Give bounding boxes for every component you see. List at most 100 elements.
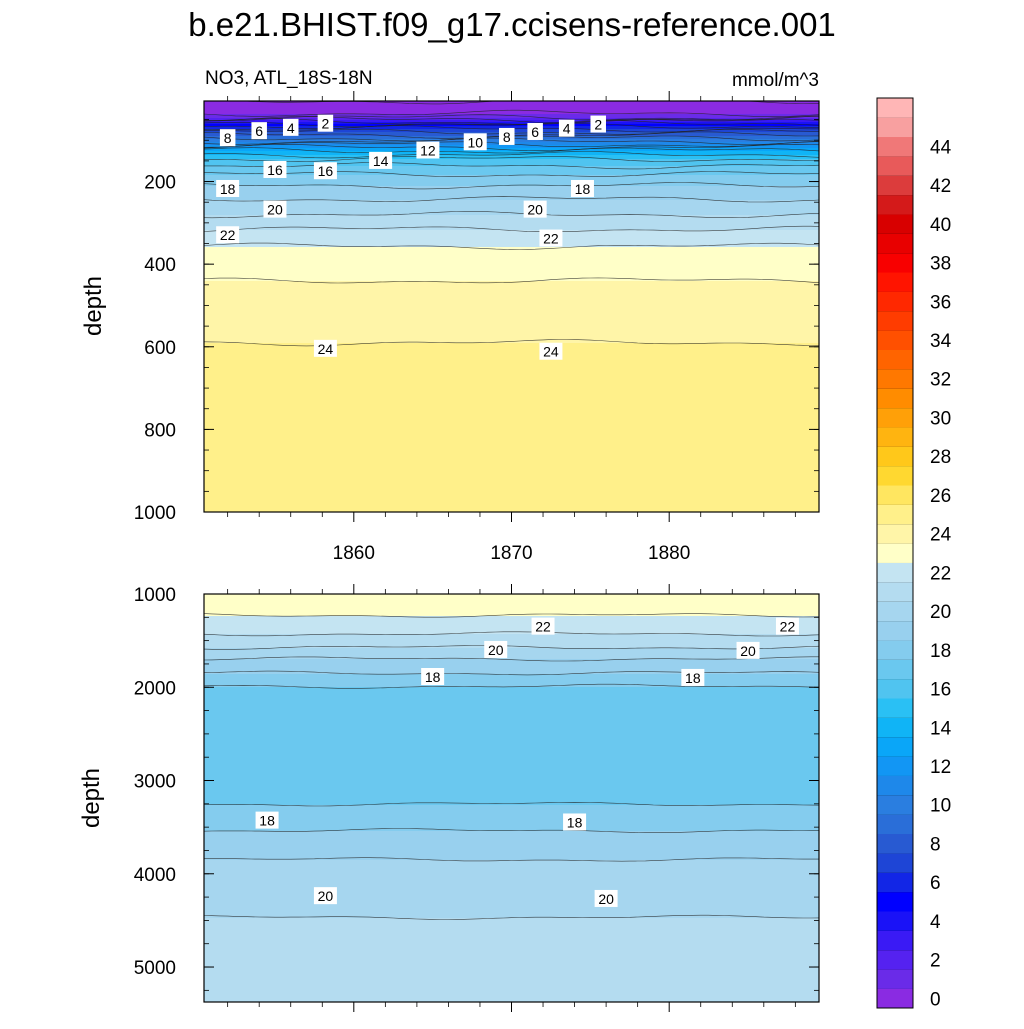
contour-fill-band [204, 857, 819, 859]
contour-fill-band [204, 732, 819, 734]
contour-fill-band [204, 309, 819, 311]
contour-fill-band [204, 461, 819, 463]
contour-fill-band [204, 633, 819, 635]
contour-fill-band [204, 271, 819, 273]
contour-fill-band [204, 409, 819, 411]
colorbar-cell [877, 175, 913, 196]
contour-fill-band [204, 735, 819, 737]
contour-fill-band [204, 117, 819, 119]
contour-fill-band [204, 681, 819, 683]
contour-fill-band [204, 890, 819, 892]
contour-fill-band [204, 501, 819, 503]
contour-label-text: 20 [318, 888, 334, 904]
contour-fill-band [204, 350, 819, 352]
contour-fill-band [204, 174, 819, 176]
contour-fill-band [204, 773, 819, 775]
contour-fill-band [204, 927, 819, 929]
contour-fill-band [204, 910, 819, 912]
contour-label: 20 [313, 887, 337, 905]
contour-fill-band [204, 912, 819, 914]
contour-fill-band [204, 684, 819, 686]
contour-fill-band [204, 221, 819, 223]
contour-fill-band [204, 610, 819, 612]
contour-label-box [539, 342, 563, 360]
colorbar-cell [877, 736, 913, 757]
contour-fill-band [204, 112, 819, 114]
contour-fill-band [204, 602, 819, 604]
contour-fill-band [204, 105, 819, 107]
contour-fill-band [204, 356, 819, 358]
contour-label-text: 18 [259, 813, 275, 829]
contour-fill-band [204, 452, 819, 454]
contour-fill-band [204, 296, 819, 298]
colorbar-cell [877, 891, 913, 912]
contour-label-box [255, 811, 279, 829]
contour-fill-band [204, 106, 819, 108]
colorbar-tick-label: 30 [930, 408, 951, 429]
contour-fill-band [204, 173, 819, 175]
contour-line [204, 147, 819, 154]
contour-fill-band [204, 922, 819, 924]
contour-fill-band [204, 318, 819, 320]
contour-line [204, 171, 819, 178]
contour-fill-band [204, 939, 819, 941]
contour-fill-band [204, 209, 819, 211]
contour-fill-band [204, 893, 819, 895]
contour-fill-band [204, 499, 819, 501]
contour-fill-band [204, 495, 819, 497]
contour-fill-band [204, 678, 819, 680]
contour-label-text: 16 [318, 163, 334, 179]
contour-fill-band [204, 711, 819, 713]
contour-fill-band [204, 846, 819, 848]
contour-fill-band [204, 913, 819, 915]
contour-fill-band [204, 244, 819, 246]
contour-fill-band [204, 484, 819, 486]
lower-filled-contours [204, 594, 819, 1002]
upper-panel-units: mmol/m^3 [732, 70, 819, 91]
contour-label-text: 10 [467, 134, 483, 150]
contour-fill-band [204, 336, 819, 338]
contour-fill-band [204, 431, 819, 433]
contour-fill-band [204, 950, 819, 952]
contour-fill-band [204, 365, 819, 367]
contour-fill-band [204, 415, 819, 417]
contour-fill-band [204, 848, 819, 850]
contour-fill-band [204, 699, 819, 701]
colorbar-cell [877, 775, 913, 796]
contour-fill-band [204, 404, 819, 406]
contour-fill-band [204, 252, 819, 254]
contour-fill-band [204, 306, 819, 308]
contour-fill-band [204, 308, 819, 310]
contour-fill-band [204, 768, 819, 770]
contour-fill-band [204, 428, 819, 430]
colorbar-cell [877, 949, 913, 970]
contour-fill-band [204, 163, 819, 165]
contour-fill-band [204, 386, 819, 388]
contour-fill-band [204, 204, 819, 206]
contour-fill-band [204, 669, 819, 671]
contour-fill-band [204, 983, 819, 985]
contour-fill-band [204, 869, 819, 871]
contour-fill-band [204, 118, 819, 120]
contour-label-box [527, 122, 543, 140]
contour-fill-band [204, 169, 819, 171]
contour-fill-band [204, 380, 819, 382]
contour-fill-band [204, 595, 819, 597]
contour-fill-band [204, 353, 819, 355]
contour-fill-band [204, 285, 819, 287]
contour-label-box [317, 114, 334, 132]
contour-fill-band [204, 184, 819, 186]
contour-fill-band [204, 928, 819, 930]
colorbar-cell [877, 427, 913, 447]
contour-fill-band [204, 254, 819, 256]
contour-fill-band [204, 895, 819, 897]
contour-fill-band [204, 832, 819, 834]
contour-fill-band [204, 281, 819, 283]
contour-fill-band [204, 720, 819, 722]
contour-fill-band [204, 897, 819, 899]
contour-fill-band [204, 715, 819, 717]
contour-fill-band [204, 148, 819, 150]
contour-fill-band [204, 505, 819, 507]
contour-fill-band [204, 378, 819, 380]
colorbar: 0246810121416182022242628303234363840424… [876, 97, 952, 1010]
